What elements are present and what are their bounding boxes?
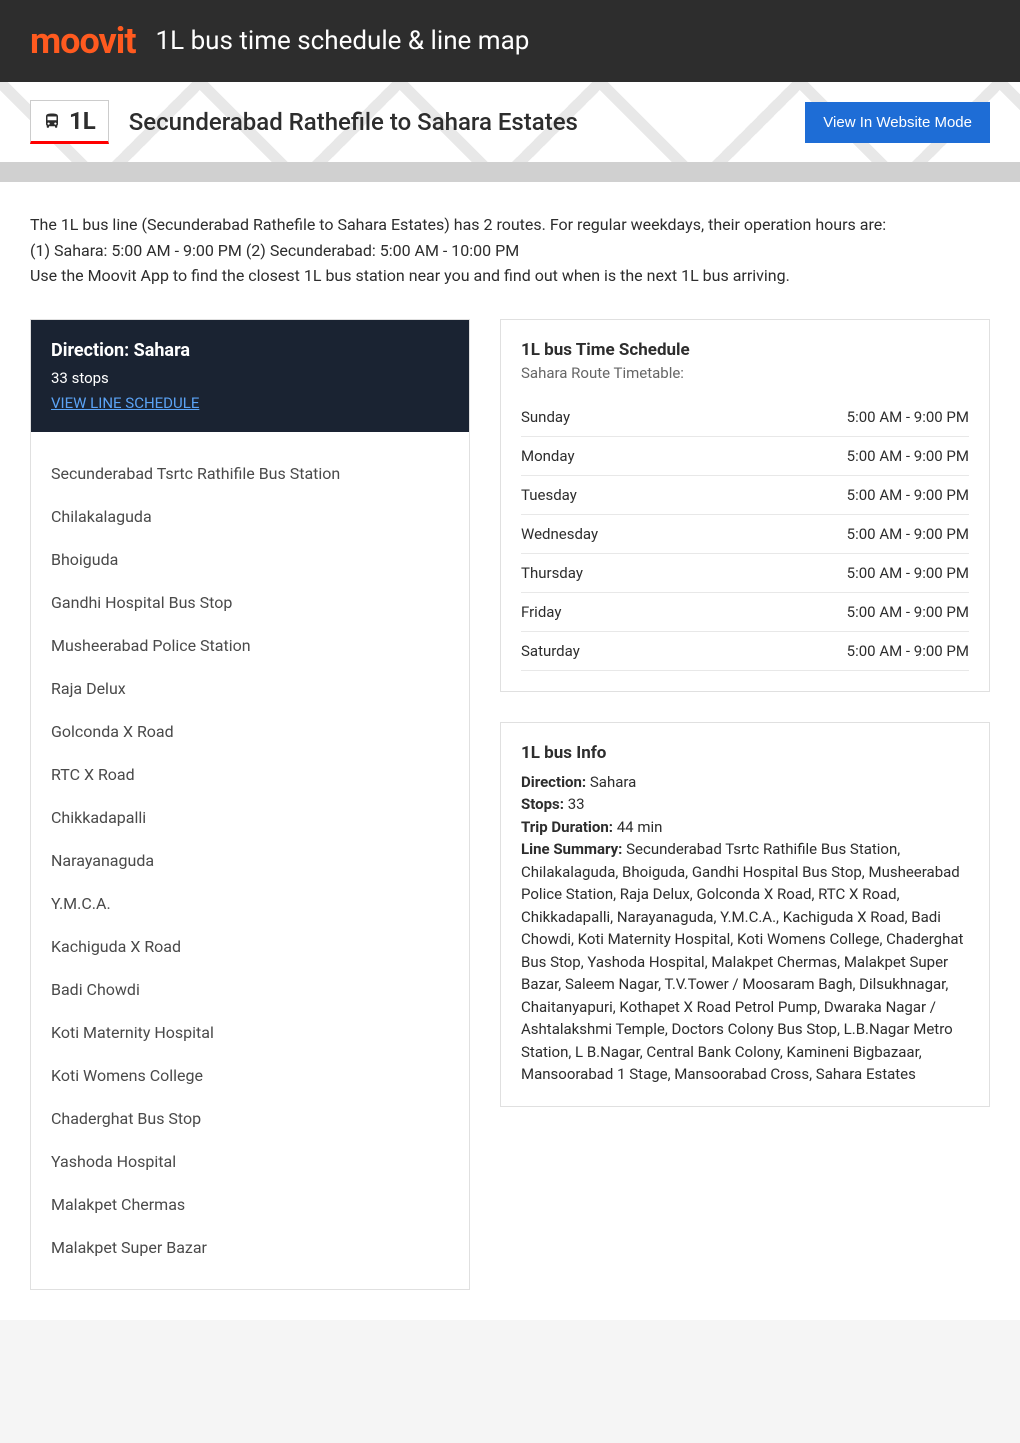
direction-label: Direction: Sahara bbox=[51, 340, 449, 361]
info-direction-label: Direction: bbox=[521, 773, 586, 791]
schedule-hours: 5:00 AM - 9:00 PM bbox=[847, 408, 969, 426]
info-summary: Line Summary: Secunderabad Tsrtc Rathifi… bbox=[521, 838, 969, 1086]
stop-item: Gandhi Hospital Bus Stop bbox=[51, 581, 449, 624]
stop-item: RTC X Road bbox=[51, 753, 449, 796]
info-duration: Trip Duration: 44 min bbox=[521, 816, 969, 839]
two-column-layout: Direction: Sahara 33 stops VIEW LINE SCH… bbox=[30, 319, 990, 1290]
schedule-hours: 5:00 AM - 9:00 PM bbox=[847, 642, 969, 660]
schedule-row: Wednesday 5:00 AM - 9:00 PM bbox=[521, 515, 969, 554]
right-column: 1L bus Time Schedule Sahara Route Timeta… bbox=[500, 319, 990, 1107]
stop-item: Bhoiguda bbox=[51, 538, 449, 581]
stop-item: Narayanaguda bbox=[51, 839, 449, 882]
stops-list: Secunderabad Tsrtc Rathifile Bus Station… bbox=[31, 432, 469, 1289]
divider-bar bbox=[0, 162, 1020, 182]
stop-item: Chikkadapalli bbox=[51, 796, 449, 839]
info-direction-value: Sahara bbox=[590, 773, 636, 791]
schedule-panel: 1L bus Time Schedule Sahara Route Timeta… bbox=[500, 319, 990, 692]
stop-item: Y.M.C.A. bbox=[51, 882, 449, 925]
schedule-row: Sunday 5:00 AM - 9:00 PM bbox=[521, 398, 969, 437]
schedule-day: Monday bbox=[521, 447, 575, 465]
schedule-row: Monday 5:00 AM - 9:00 PM bbox=[521, 437, 969, 476]
stop-item: Golconda X Road bbox=[51, 710, 449, 753]
schedule-day: Tuesday bbox=[521, 486, 577, 504]
schedule-day: Thursday bbox=[521, 564, 583, 582]
line-badge: 1L bbox=[30, 100, 109, 144]
stop-item: Musheerabad Police Station bbox=[51, 624, 449, 667]
stop-item: Yashoda Hospital bbox=[51, 1140, 449, 1183]
info-stops: Stops: 33 bbox=[521, 793, 969, 816]
info-title: 1L bus Info bbox=[521, 743, 969, 763]
stop-item: Secunderabad Tsrtc Rathifile Bus Station bbox=[51, 452, 449, 495]
schedule-day: Saturday bbox=[521, 642, 580, 660]
schedule-row: Tuesday 5:00 AM - 9:00 PM bbox=[521, 476, 969, 515]
schedule-title: 1L bus Time Schedule bbox=[521, 340, 969, 360]
content: The 1L bus line (Secunderabad Rathefile … bbox=[0, 182, 1020, 1320]
schedule-hours: 5:00 AM - 9:00 PM bbox=[847, 525, 969, 543]
intro-text: The 1L bus line (Secunderabad Rathefile … bbox=[30, 212, 990, 289]
stop-item: Malakpet Super Bazar bbox=[51, 1226, 449, 1269]
stops-panel: Direction: Sahara 33 stops VIEW LINE SCH… bbox=[30, 319, 470, 1290]
stop-item: Malakpet Chermas bbox=[51, 1183, 449, 1226]
stop-item: Chaderghat Bus Stop bbox=[51, 1097, 449, 1140]
stop-item: Raja Delux bbox=[51, 667, 449, 710]
stop-item: Chilakalaguda bbox=[51, 495, 449, 538]
stop-item: Koti Womens College bbox=[51, 1054, 449, 1097]
stops-header: Direction: Sahara 33 stops VIEW LINE SCH… bbox=[31, 320, 469, 432]
stop-item: Koti Maternity Hospital bbox=[51, 1011, 449, 1054]
info-summary-value: Secunderabad Tsrtc Rathifile Bus Station… bbox=[521, 840, 963, 1083]
schedule-day: Friday bbox=[521, 603, 561, 621]
main-header: moovit 1L bus time schedule & line map bbox=[0, 0, 1020, 82]
schedule-row: Thursday 5:00 AM - 9:00 PM bbox=[521, 554, 969, 593]
schedule-row: Saturday 5:00 AM - 9:00 PM bbox=[521, 632, 969, 671]
info-stops-label: Stops: bbox=[521, 795, 564, 813]
info-direction: Direction: Sahara bbox=[521, 771, 969, 794]
view-website-mode-button[interactable]: View In Website Mode bbox=[805, 102, 990, 143]
moovit-logo: moovit bbox=[30, 20, 136, 62]
schedule-day: Sunday bbox=[521, 408, 570, 426]
info-stops-value: 33 bbox=[568, 795, 585, 813]
info-summary-label: Line Summary: bbox=[521, 840, 622, 858]
view-schedule-link[interactable]: VIEW LINE SCHEDULE bbox=[51, 394, 199, 412]
stop-item: Kachiguda X Road bbox=[51, 925, 449, 968]
route-bar: 1L Secunderabad Rathefile to Sahara Esta… bbox=[0, 82, 1020, 162]
page-title: 1L bus time schedule & line map bbox=[156, 26, 530, 56]
schedule-subtitle: Sahara Route Timetable: bbox=[521, 364, 969, 382]
info-duration-value: 44 min bbox=[617, 818, 663, 836]
info-duration-label: Trip Duration: bbox=[521, 818, 613, 836]
schedule-hours: 5:00 AM - 9:00 PM bbox=[847, 486, 969, 504]
stops-count: 33 stops bbox=[51, 369, 449, 387]
bus-icon bbox=[43, 112, 61, 130]
schedule-hours: 5:00 AM - 9:00 PM bbox=[847, 447, 969, 465]
schedule-hours: 5:00 AM - 9:00 PM bbox=[847, 603, 969, 621]
route-title: Secunderabad Rathefile to Sahara Estates bbox=[129, 108, 806, 136]
info-panel: 1L bus Info Direction: Sahara Stops: 33 … bbox=[500, 722, 990, 1107]
line-number: 1L bbox=[69, 107, 96, 135]
schedule-row: Friday 5:00 AM - 9:00 PM bbox=[521, 593, 969, 632]
schedule-day: Wednesday bbox=[521, 525, 598, 543]
schedule-hours: 5:00 AM - 9:00 PM bbox=[847, 564, 969, 582]
stop-item: Badi Chowdi bbox=[51, 968, 449, 1011]
